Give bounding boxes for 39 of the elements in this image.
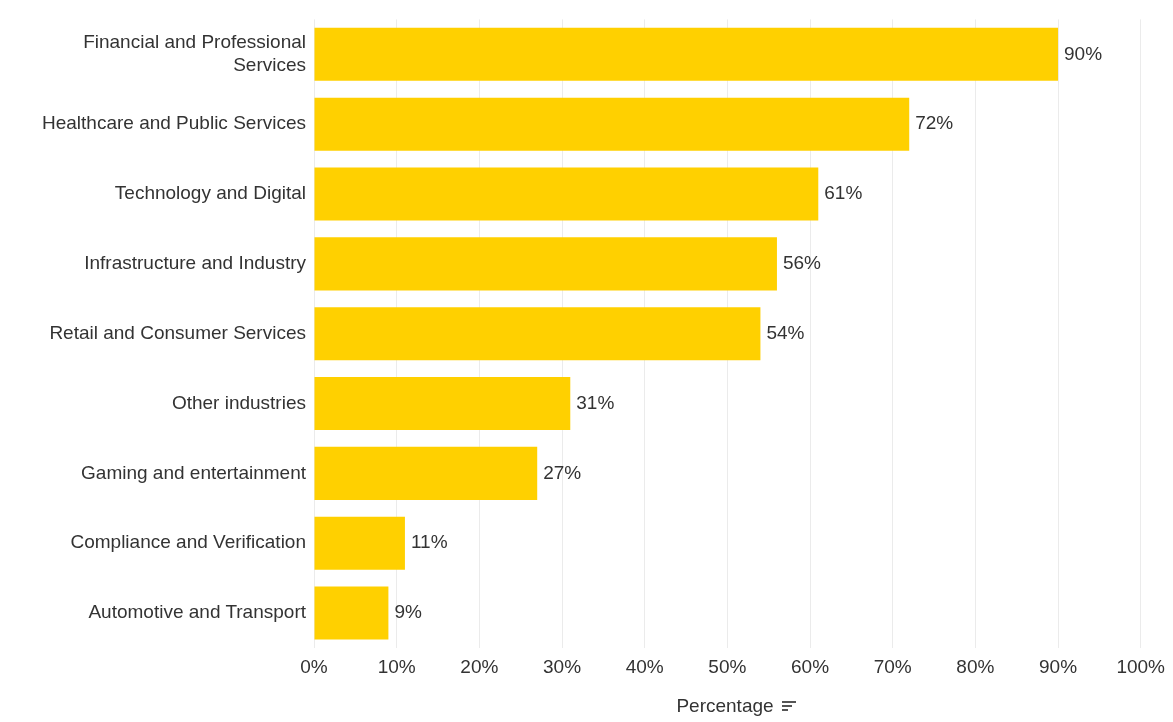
y-tick-label: Financial and Professional Services: [83, 31, 306, 75]
y-tick-label: Automotive and Transport: [88, 601, 307, 623]
bar: [314, 167, 819, 221]
data-label: 9%: [394, 601, 422, 623]
bar: [314, 377, 571, 431]
data-label: 11%: [410, 531, 448, 553]
bar: [314, 237, 777, 291]
x-tick-label: 40%: [625, 655, 664, 677]
data-label: 31%: [576, 391, 615, 413]
y-tick-label: Healthcare and Public Services: [41, 112, 306, 134]
bar: [314, 446, 538, 500]
y-tick-label: Infrastructure and Industry: [84, 252, 307, 274]
data-label: 61%: [824, 182, 863, 204]
y-tick-label: Technology and Digital: [114, 182, 306, 204]
x-tick-label: 20%: [460, 655, 499, 677]
bar: [314, 307, 761, 361]
x-tick-label: 10%: [377, 655, 416, 677]
y-tick-label: Retail and Consumer Services: [49, 321, 306, 343]
x-tick-label: 50%: [708, 655, 747, 677]
y-tick-label: Other industries: [171, 391, 306, 413]
data-label: 27%: [543, 461, 582, 483]
y-tick-label: Compliance and Verification: [70, 531, 306, 553]
x-tick-label: 30%: [543, 655, 582, 677]
data-label: 56%: [782, 252, 822, 274]
x-tick-label: 80%: [956, 655, 995, 677]
x-tick-label: 100%: [1116, 655, 1166, 677]
bar: [314, 27, 1059, 81]
data-label: 54%: [766, 321, 805, 343]
y-tick-label: Gaming and entertainment: [81, 461, 307, 483]
x-tick-label: 90%: [1039, 655, 1078, 677]
x-tick-label: 0%: [300, 655, 328, 677]
bar: [314, 97, 910, 151]
x-tick-label: 70%: [873, 655, 912, 677]
bar: [314, 516, 405, 570]
data-label: 72%: [915, 112, 954, 134]
bar: [314, 586, 389, 640]
x-tick-label: 60%: [791, 655, 830, 677]
x-axis-title: Percentage: [676, 694, 774, 716]
data-label: 90%: [1064, 42, 1103, 64]
